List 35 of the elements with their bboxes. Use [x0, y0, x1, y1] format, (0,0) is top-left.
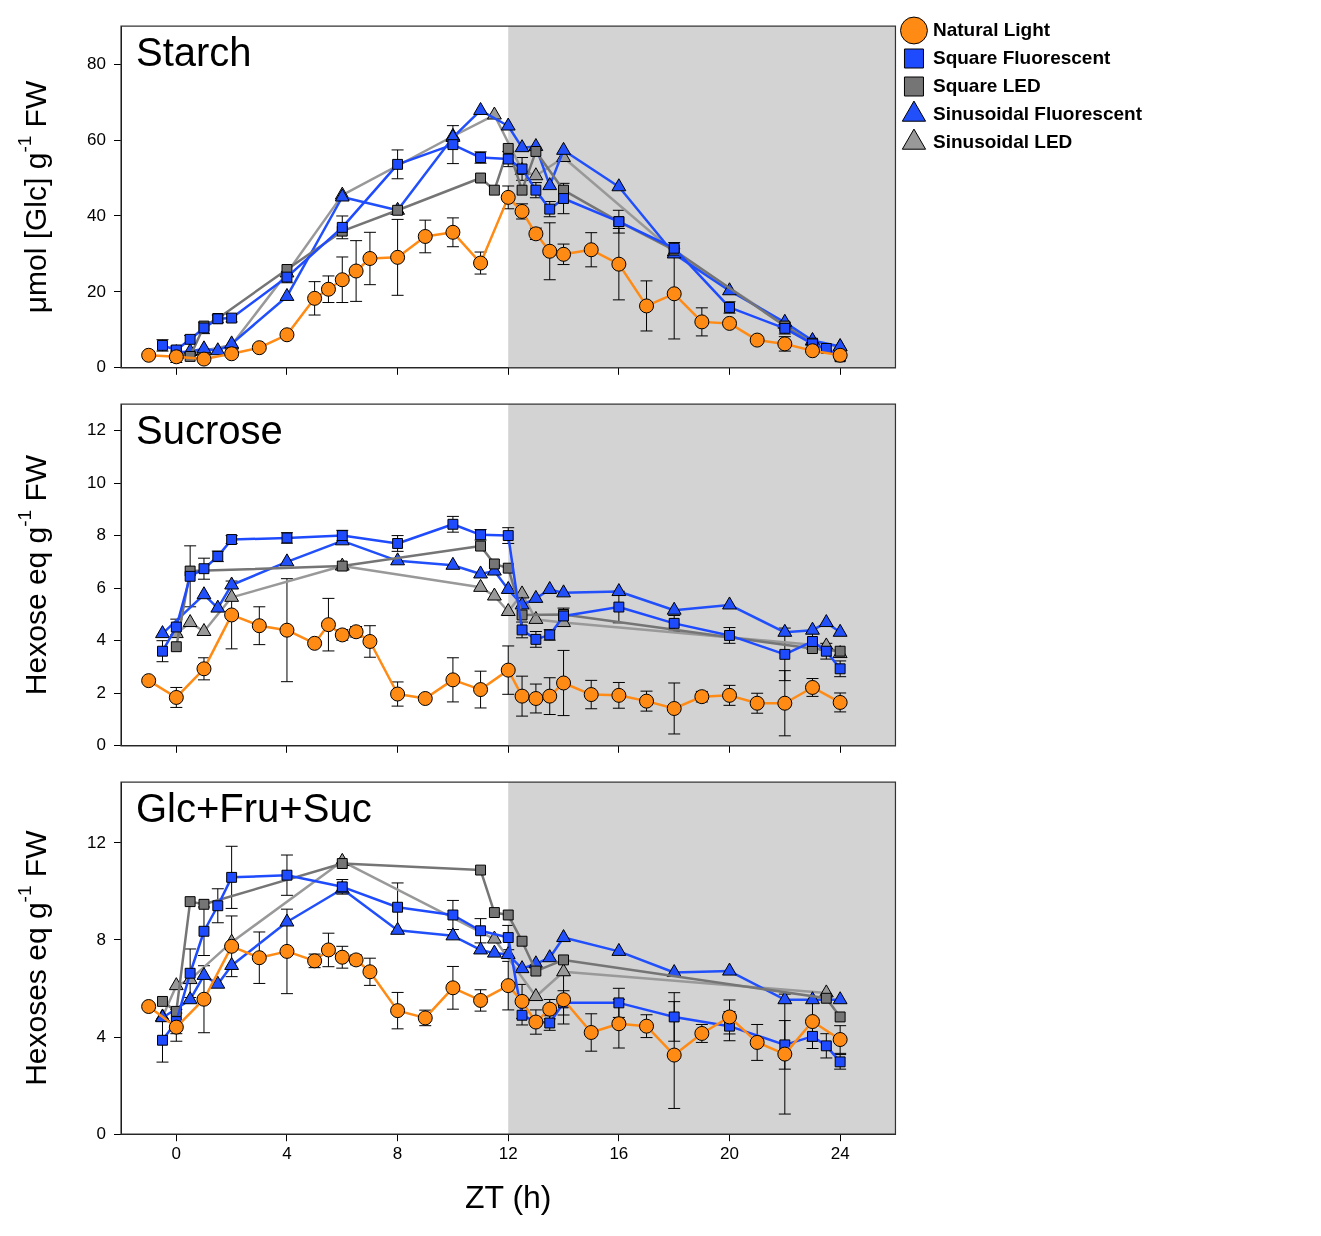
y-axis-title: Hexose eq g-1 FW: [13, 454, 53, 696]
y-tick-label: 8: [96, 525, 106, 545]
y-tick-label: 12: [87, 832, 106, 852]
y-tick-label: 40: [87, 205, 106, 225]
x-tick-label: 8: [392, 1144, 403, 1164]
x-tick-label: 16: [609, 1144, 629, 1164]
legend-label: Natural Light: [932, 18, 1051, 40]
x-tick-label: 20: [720, 1144, 739, 1164]
x-tick-label: 12: [498, 1144, 518, 1164]
legend-label: Square Fluorescent: [932, 46, 1112, 68]
y-tick-label: 4: [96, 1026, 106, 1046]
y-tick-label: 80: [87, 53, 106, 73]
y-tick-label: 4: [96, 630, 106, 650]
x-tick-label: 24: [830, 1144, 850, 1164]
y-tick-label: 6: [96, 577, 106, 597]
y-tick-label: 12: [87, 420, 106, 440]
y-tick-label: 60: [87, 129, 106, 149]
y-tick-label: 10: [87, 472, 106, 492]
y-tick-label: 2: [96, 682, 106, 702]
y-tick-label: 0: [96, 735, 106, 755]
x-tick-label: 4: [282, 1144, 292, 1164]
y-tick-label: 8: [96, 929, 106, 949]
x-axis-title: ZT (h): [464, 1178, 552, 1215]
chart-title: Glc+Fru+Suc: [136, 786, 372, 831]
y-tick-label: 0: [96, 357, 106, 377]
chart-title: Sucrose: [136, 408, 283, 453]
y-axis-title: μmol [Glc] g-1 FW: [13, 80, 53, 314]
y-tick-label: 20: [87, 281, 106, 301]
y-axis-title: Hexoses eq g-1 FW: [13, 829, 53, 1086]
chart-title: Starch: [136, 30, 252, 75]
legend-label: Square LED: [932, 74, 1041, 96]
y-tick-label: 0: [96, 1123, 106, 1143]
legend-label: Sinusoidal LED: [932, 130, 1073, 152]
x-tick-label: 0: [171, 1144, 182, 1164]
legend-label: Sinusoidal Fluorescent: [932, 102, 1143, 124]
